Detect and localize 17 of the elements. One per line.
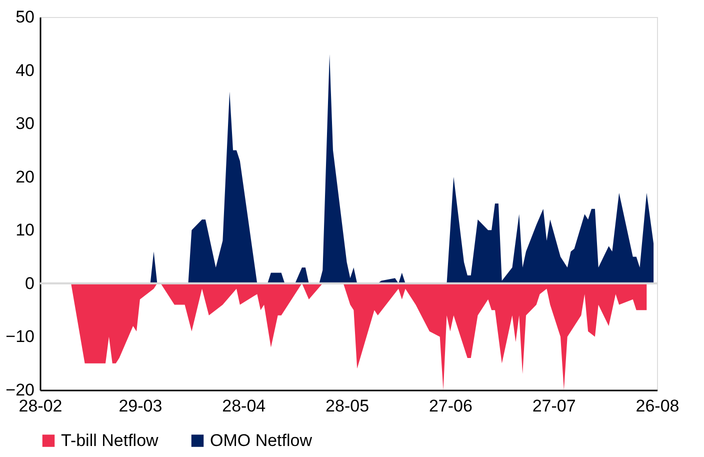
x-tick-label: 27-07	[532, 396, 576, 416]
x-tick-label: 28-05	[326, 396, 370, 416]
y-tick-label: −20	[6, 380, 34, 400]
y-tick-label: 20	[16, 167, 34, 186]
x-tick-label: 29-03	[118, 396, 162, 416]
y-tick-label: −10	[6, 327, 34, 346]
x-tick-label: 27-06	[428, 396, 472, 416]
x-tick-label: 28-04	[222, 396, 266, 416]
legend-label: OMO Netflow	[210, 430, 313, 450]
x-tick-label: 28-02	[18, 396, 62, 416]
y-tick-label: 40	[16, 60, 34, 80]
y-tick-label: 50	[16, 8, 34, 26]
y-tick-label: 30	[16, 114, 34, 134]
legend-label: T-bill Netflow	[61, 430, 160, 450]
x-tick-label: 26-08	[636, 396, 680, 416]
y-tick-label: 0	[25, 274, 34, 293]
y-tick-label: 10	[16, 220, 34, 240]
